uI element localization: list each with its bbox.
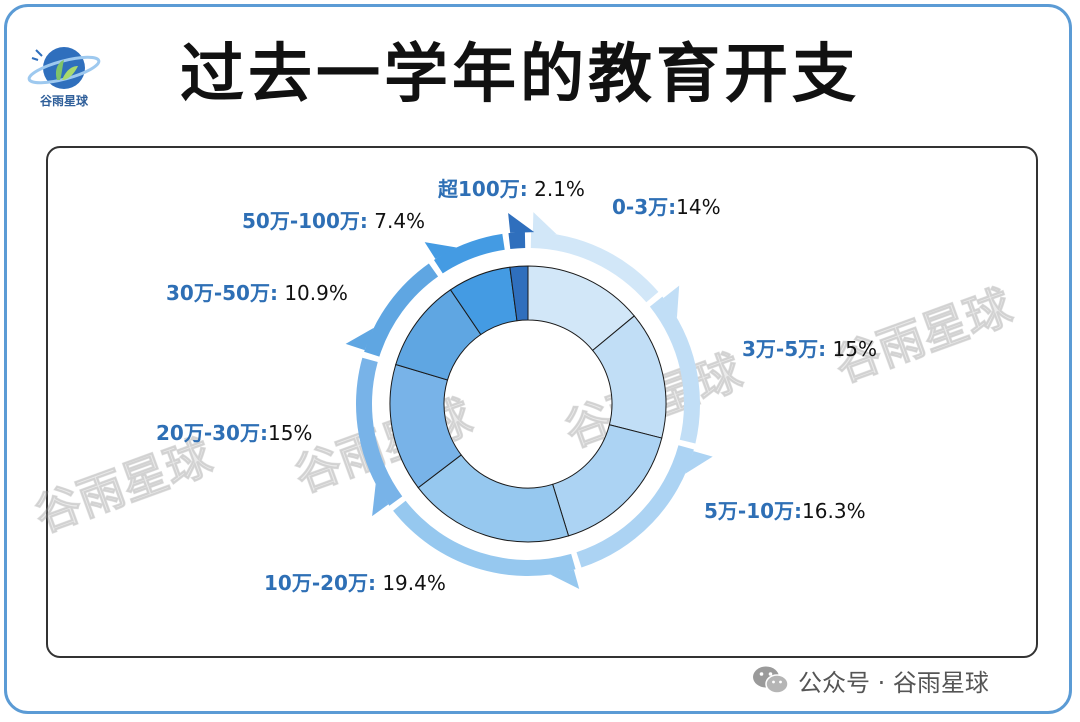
footer-text: 公众号 · 谷雨星球 [798,668,989,697]
footer: 公众号 · 谷雨星球 [752,662,989,698]
slice-value: 14% [676,195,720,219]
donut-slice [509,265,529,322]
outer-band-segment [576,445,694,568]
band-pointer [663,285,680,318]
chart-panel [46,146,1038,658]
band-pointer [532,212,557,235]
band-pointer [345,327,374,351]
slice-category: 0-3万: [612,195,676,219]
slice-value: 16.3% [802,499,866,523]
slice-value: 10.9% [278,281,348,305]
logo: 谷雨星球 [24,40,104,112]
slice-label: 20万-30万:15% [156,421,312,445]
band-pointer [372,483,389,517]
slice-value: 15% [268,421,312,445]
slice-category: 超100万: [437,177,528,201]
slice-category: 10万-20万: [264,571,376,595]
outer-band-segment [649,296,700,444]
outer-frame [4,4,1072,714]
band-pointer [424,242,457,260]
slice-label: 10万-20万: 19.4% [264,571,446,595]
slice-category: 50万-100万: [242,209,368,233]
outer-band-segment [356,357,403,506]
slice-category: 3万-5万: [742,337,826,361]
band-pointer [685,451,713,474]
slice-label: 50万-100万: 7.4% [242,209,425,233]
slice-value: 15% [826,337,877,361]
slice-label: 0-3万:14% [612,195,721,219]
band-pointer [508,213,535,233]
outer-band-segment [530,232,659,303]
page-title: 过去一学年的教育开支 [180,38,860,112]
slice-value: 7.4% [368,209,425,233]
band-pointer [550,569,580,590]
slice-label: 超100万: 2.1% [437,177,585,201]
outer-band-segment [393,500,576,576]
slice-label: 30万-50万: 10.9% [166,281,348,305]
slice-label: 3万-5万: 15% [742,337,877,361]
slice-label: 5万-10万:16.3% [704,499,866,523]
slice-category: 20万-30万: [156,421,268,445]
planet-logo-icon [27,47,101,89]
slice-value: 19.4% [376,571,446,595]
outer-band-segment [433,233,505,274]
slice-category: 30万-50万: [166,281,278,305]
logo-text: 谷雨星球 [39,94,88,108]
slice-value: 2.1% [528,177,585,201]
slice-category: 5万-10万: [704,499,802,523]
outer-band-segment [364,263,439,357]
outer-band-segment [508,232,526,250]
wechat-icon [753,666,789,694]
